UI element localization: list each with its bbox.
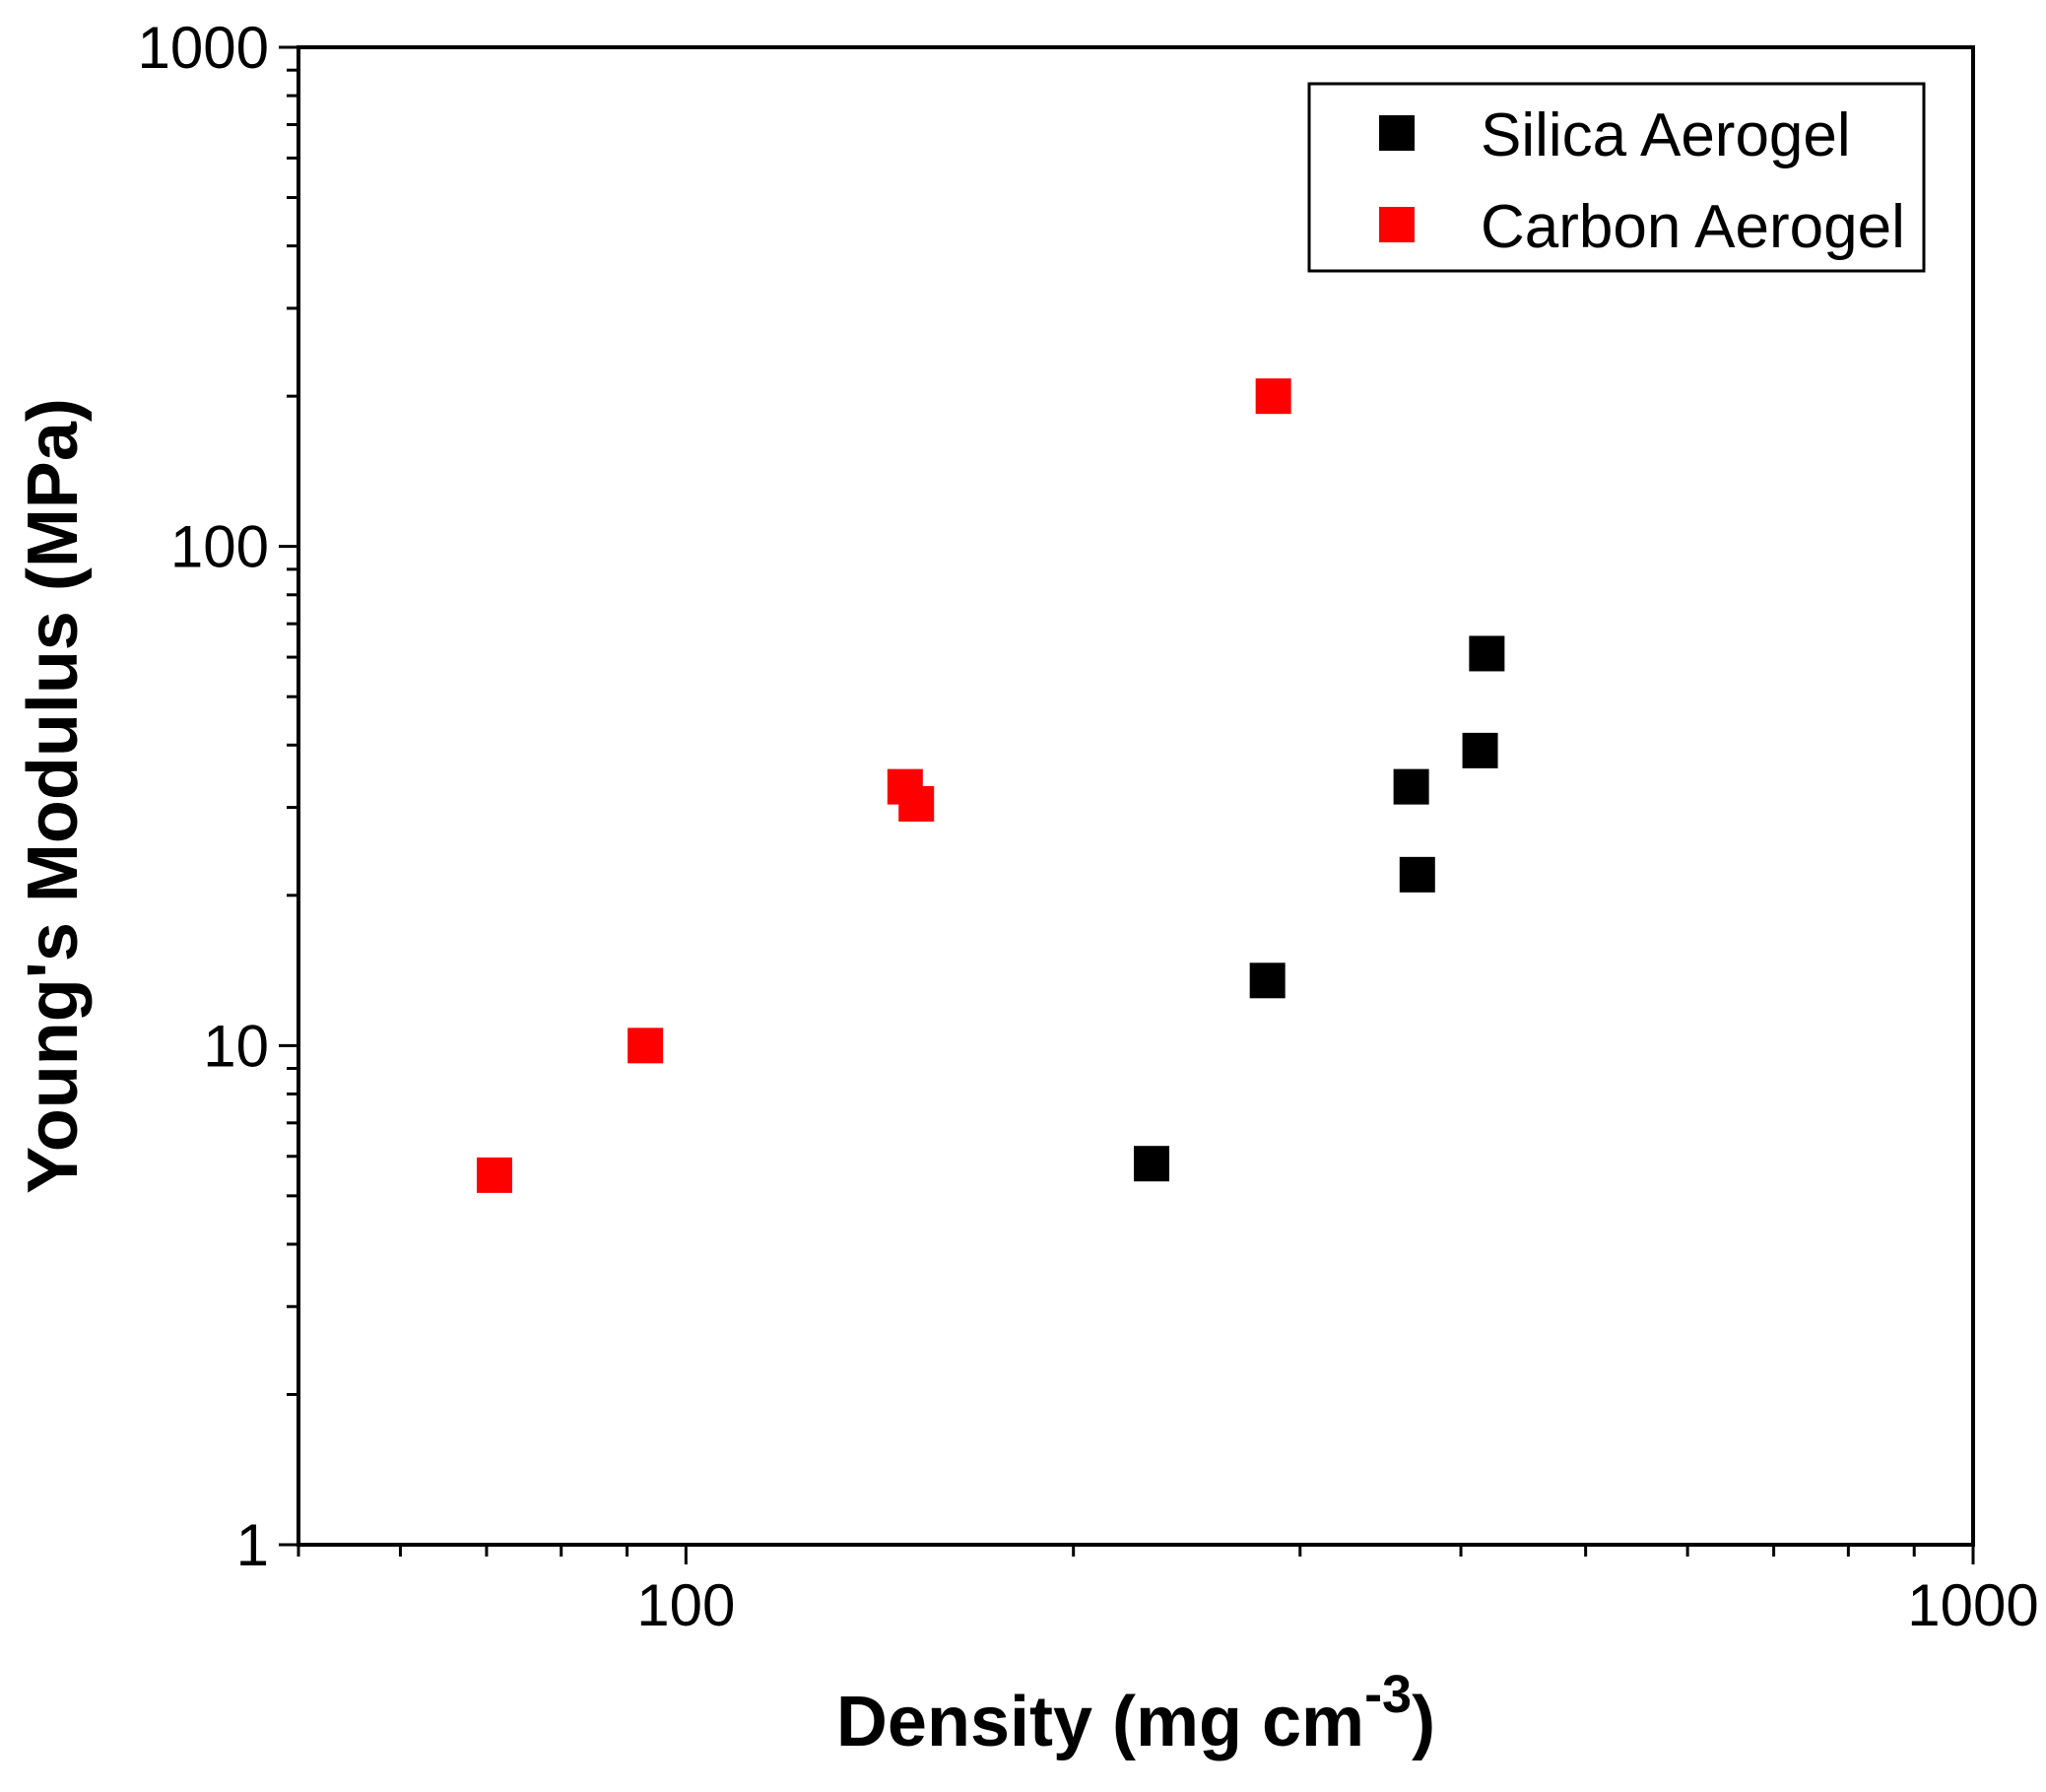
point-carbon-aerogel bbox=[1255, 378, 1291, 415]
x-axis-title-main: Density (mg cm bbox=[836, 1683, 1364, 1761]
point-silica-aerogel bbox=[1393, 768, 1429, 805]
legend: Silica Aerogel Carbon Aerogel bbox=[1307, 82, 1926, 273]
y-tick-label: 1000 bbox=[138, 15, 269, 81]
y-tick-label: 1 bbox=[236, 1512, 269, 1578]
legend-marker-carbon-aerogel bbox=[1379, 207, 1415, 242]
legend-label-silica-aerogel: Silica Aerogel bbox=[1481, 101, 1851, 169]
data-points bbox=[476, 378, 1505, 1193]
x-tick-label: 100 bbox=[636, 1572, 735, 1638]
major-ticks bbox=[279, 45, 1975, 1564]
legend-label-carbon-aerogel: Carbon Aerogel bbox=[1481, 193, 1905, 261]
point-silica-aerogel bbox=[1462, 732, 1498, 768]
point-carbon-aerogel bbox=[476, 1157, 512, 1193]
y-axis-title: Young's Modulus (MPa) bbox=[14, 398, 93, 1194]
y-tick-label: 100 bbox=[170, 514, 269, 580]
point-silica-aerogel bbox=[1469, 635, 1505, 672]
minor-ticks bbox=[287, 68, 1916, 1557]
x-axis-title-suffix: ) bbox=[1412, 1683, 1435, 1761]
legend-marker-silica-aerogel bbox=[1379, 115, 1415, 151]
x-axis-title-superscript: -3 bbox=[1364, 1665, 1412, 1724]
x-tick-label: 1000 bbox=[1907, 1572, 2038, 1638]
x-axis-title: Density (mg cm-3) bbox=[836, 1665, 1435, 1761]
y-tick-label: 10 bbox=[203, 1013, 269, 1079]
point-silica-aerogel bbox=[1249, 962, 1286, 999]
point-carbon-aerogel bbox=[627, 1028, 664, 1064]
point-carbon-aerogel bbox=[898, 785, 935, 822]
point-silica-aerogel bbox=[1399, 856, 1435, 893]
tick-labels: 100 1000 1 10 100 1000 bbox=[138, 15, 2039, 1638]
point-silica-aerogel bbox=[1133, 1146, 1169, 1182]
plot-frame bbox=[297, 45, 1975, 1547]
